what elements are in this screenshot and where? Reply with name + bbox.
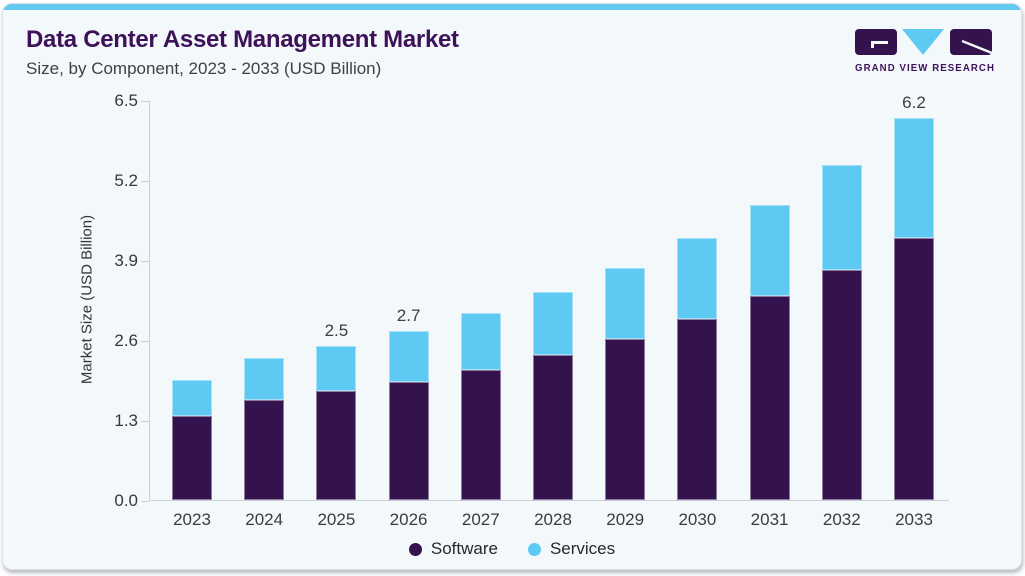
bar-2025-software [316,391,357,500]
legend-item-software: Software [408,539,498,559]
bar-2026-software [388,382,429,500]
bar-2024-software [244,399,285,500]
y-axis-title: Market Size (USD Billion) [78,214,96,385]
logo-r-slash [961,39,993,55]
y-tick-label-6.5: 6.5 [114,91,138,110]
y-tick-label-0.0: 0.0 [114,491,138,510]
y-tick-0.0 [141,500,149,502]
logo-g-notch [871,41,874,48]
bar-2032-software [821,269,862,500]
bar-2033-software [894,238,934,500]
bar-2026-services [388,330,429,383]
bar-2024-services [244,357,285,400]
bar-2025-services [316,346,357,392]
legend-item-services: Services [527,539,616,559]
logo-v-triangle [902,29,944,55]
bar-2030-software [677,319,718,500]
bar-2028-services [533,292,573,356]
x-tick-label-2027: 2027 [461,510,500,529]
chart-card: Data Center Asset Management Market Size… [2,3,1022,570]
card-top-accent-bar [3,4,1021,10]
bar-2029-services [605,268,646,339]
bar-2027-software [460,369,501,500]
x-tick-label-2025: 2025 [317,510,356,529]
x-tick-label-2029: 2029 [606,510,645,529]
legend-swatch-software [408,542,422,556]
bar-total-label-2025: 2.5 [324,321,349,341]
gvr-logo: GRAND VIEW RESEARCH [854,28,999,79]
bar-2028-software [533,355,573,500]
bar-2030-services [677,238,718,320]
y-tick-2.6 [141,340,149,342]
y-tick-3.9 [141,260,149,262]
y-tick-6.5 [141,100,149,102]
gvr-logo-mark [855,29,993,55]
bar-2029-software [605,338,646,500]
logo-g-bar [871,41,888,44]
bar-2032-services [821,165,862,270]
y-tick-label-2.6: 2.6 [114,331,138,350]
y-tick-label-3.9: 3.9 [114,251,138,270]
chart-header: Data Center Asset Management Market Size… [26,26,459,79]
x-tick-label-2026: 2026 [389,510,428,529]
page-title: Data Center Asset Management Market [26,26,459,53]
plot-area: Market Size (USD Billion) 0.0 1.3 2.6 3.9 5.… [79,91,949,529]
legend-swatch-services [527,542,541,556]
x-tick-label-2028: 2028 [534,510,572,529]
y-tick-1.3 [141,420,149,422]
x-tick-label-2033: 2033 [895,510,933,529]
y-tick-label-5.2: 5.2 [114,171,138,190]
x-tick-label-2032: 2032 [822,510,861,529]
bar-2031-services [749,204,790,297]
x-tick-label-2023: 2023 [173,510,211,529]
x-tick-label-2024: 2024 [245,510,284,529]
bar-2033-services [894,118,934,239]
logo-brand-text: GRAND VIEW RESEARCH [855,62,995,74]
legend-label-services: Services [549,539,616,558]
bar-2031-software [749,296,790,500]
y-tick-label-1.3: 1.3 [114,411,138,430]
bar-total-label-2033: 6.2 [902,93,926,113]
legend-label-software: Software [430,539,498,558]
x-tick-label-2031: 2031 [750,510,789,529]
bar-2023-software [172,416,212,500]
bar-total-label-2026: 2.7 [396,305,421,325]
y-tick-5.2 [141,180,149,182]
chart-legend: Software Services [3,539,1021,559]
bar-2027-services [460,312,501,370]
x-tick-label-2030: 2030 [678,510,717,529]
chart-subtitle: Size, by Component, 2023 - 2033 (USD Bil… [26,59,382,78]
bar-2023-services [172,380,212,417]
